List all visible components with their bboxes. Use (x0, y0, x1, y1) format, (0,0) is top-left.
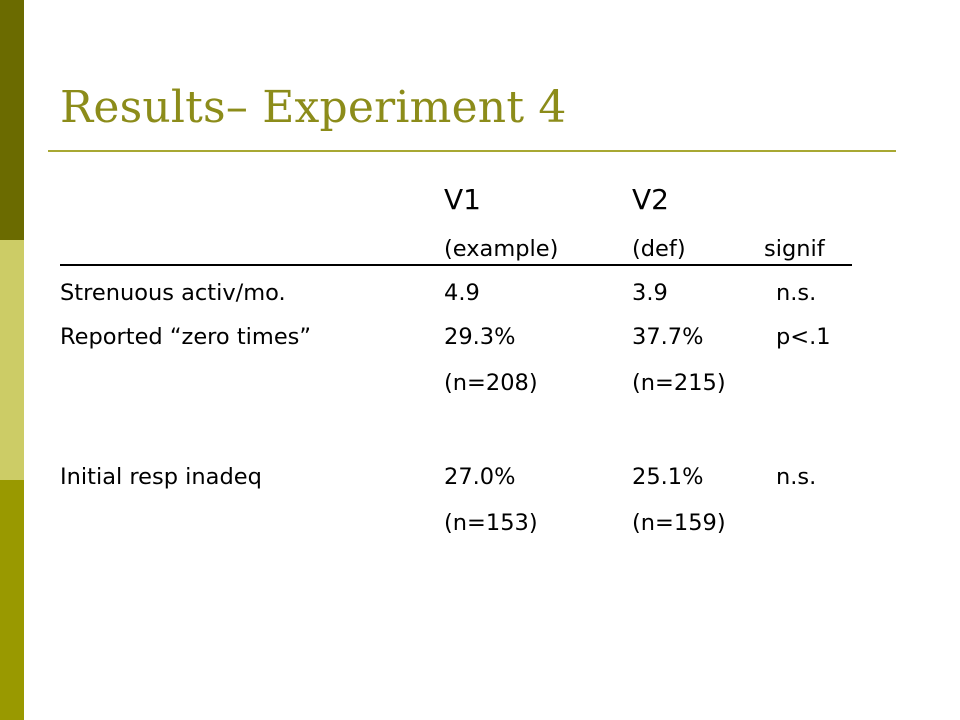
cell-v2: 3.9 (632, 280, 668, 306)
cell-v1: 29.3% (444, 324, 516, 350)
sidebar-decoration (0, 0, 24, 720)
cell-signif: n.s. (776, 464, 817, 490)
title-divider (48, 150, 896, 152)
cell-v2: 25.1% (632, 464, 704, 490)
col-v1-header: V1 (444, 183, 481, 216)
col-v2-header: V2 (632, 183, 669, 216)
sidebar-band-mid (0, 480, 24, 720)
col-v2-subheader: (def) (632, 236, 686, 262)
cell-v2-n: (n=215) (632, 370, 726, 396)
header-underline (60, 264, 852, 266)
col-v1-subheader: (example) (444, 236, 559, 262)
cell-signif: n.s. (776, 280, 817, 306)
sidebar-band-light (0, 240, 24, 480)
cell-v2: 37.7% (632, 324, 704, 350)
cell-v1-n: (n=153) (444, 510, 538, 536)
row-label: Strenuous activ/mo. (60, 280, 286, 306)
row-label: Reported “zero times” (60, 324, 312, 350)
cell-signif: p<.1 (776, 324, 831, 350)
cell-v1-n: (n=208) (444, 370, 538, 396)
row-label: Initial resp inadeq (60, 464, 262, 490)
cell-v2-n: (n=159) (632, 510, 726, 536)
slide-title: Results– Experiment 4 (60, 82, 567, 133)
sidebar-band-dark (0, 0, 24, 240)
cell-v1: 4.9 (444, 280, 480, 306)
col-signif-header: signif (764, 236, 825, 262)
cell-v1: 27.0% (444, 464, 516, 490)
